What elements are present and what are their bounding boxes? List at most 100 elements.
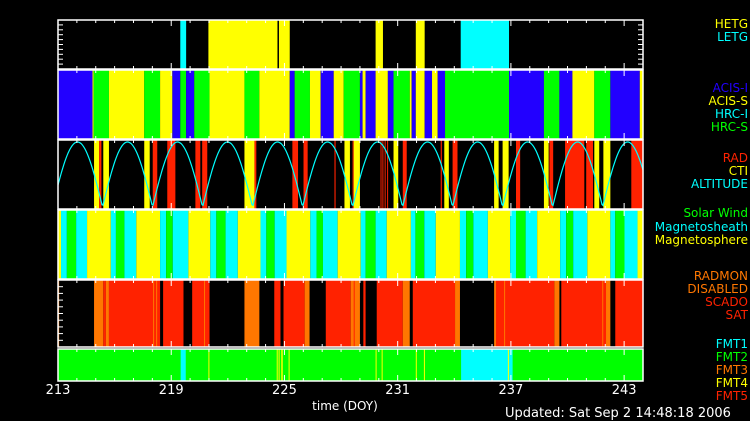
segment-red [384, 140, 386, 209]
segment-yellow [423, 349, 425, 381]
segment-blue [411, 70, 416, 139]
segment-red [565, 140, 585, 209]
segment-cyan [375, 210, 387, 279]
segment-red [202, 140, 208, 209]
legend-item-magnetosheath: Magnetosheath [654, 220, 748, 234]
segment-cyan [322, 210, 338, 279]
legend-item-solar-wind: Solar Wind [683, 206, 748, 220]
segment-yellow [537, 210, 561, 279]
segment-yellow [494, 140, 499, 209]
segment-yellow [435, 210, 460, 279]
segment-red [515, 140, 521, 209]
panel-frame [57, 19, 644, 70]
x-axis-label: time (DOY) [312, 399, 378, 413]
segment-red [283, 280, 305, 347]
segment-yellow [375, 70, 388, 139]
segment-yellow [594, 140, 600, 209]
segment-cyan [459, 210, 467, 279]
segment-cyan [274, 210, 287, 279]
segment-yellow [278, 20, 290, 69]
segment-red [274, 280, 281, 347]
segment-red [549, 140, 554, 209]
segment-yellow [393, 140, 399, 209]
segment-yellow [108, 70, 145, 139]
segment-yellow [160, 70, 173, 139]
segment-blue [387, 70, 394, 139]
segment-orange [350, 280, 360, 347]
segment-blue [424, 70, 433, 139]
segment-red [163, 280, 184, 347]
segment-red [192, 280, 210, 347]
segment-green [58, 349, 643, 381]
segment-orange [606, 280, 611, 347]
segment-red [303, 140, 308, 209]
legend-item-disabled: DISABLED [687, 282, 748, 296]
segment-yellow [507, 349, 509, 381]
segment-yellow [353, 140, 360, 209]
segment-yellow [444, 140, 449, 209]
x-tick-label: 243 [611, 383, 637, 398]
x-tick-label: 231 [385, 383, 411, 398]
segment-green [244, 70, 260, 139]
legend-item-altitude: ALTITUDE [690, 177, 748, 191]
segment-red [99, 140, 102, 209]
segment-cyan [560, 210, 567, 279]
segment-cyan [76, 210, 88, 279]
legend-item-fmt2: FMT2 [715, 350, 748, 364]
segment-orange [94, 280, 104, 347]
segment-yellow [286, 210, 311, 279]
segment-blue [559, 70, 573, 139]
segment-blue [186, 70, 195, 139]
segment-green [115, 210, 125, 279]
segment-red [195, 140, 201, 209]
legend-item-radmon: RADMON [693, 269, 748, 283]
segment-yellow [362, 70, 366, 139]
panel-frame [57, 209, 644, 280]
segment-blue [320, 70, 334, 139]
segment-yellow [259, 70, 290, 139]
segment-orange [156, 280, 158, 347]
segment-yellow [502, 140, 509, 209]
segment-red [382, 140, 384, 209]
segment-green [466, 210, 474, 279]
segment-red [380, 140, 382, 209]
segment-cyan [424, 210, 436, 279]
legend-item-letg: LETG [717, 30, 748, 44]
segment-green [415, 210, 425, 279]
segment-red [615, 280, 643, 347]
segment-yellow [344, 140, 350, 209]
segment-cyan [160, 210, 167, 279]
segment-blue [365, 70, 376, 139]
segment-yellow [87, 210, 111, 279]
segment-green [594, 70, 611, 139]
segment-cyan [260, 210, 267, 279]
segment-yellow [603, 140, 611, 209]
updated-timestamp: Updated: Sat Sep 2 14:48:18 2006 [505, 406, 731, 421]
segment-yellow [587, 210, 611, 279]
segment-cyan [473, 210, 488, 279]
segment-yellow [543, 140, 549, 209]
altitude-line [57, 141, 644, 207]
segment-green [66, 210, 77, 279]
legend-item-rad: RAD [722, 151, 748, 165]
segment-yellow [144, 140, 150, 209]
legend-item-hetg: HETG [714, 17, 748, 31]
segment-yellow [276, 349, 278, 381]
segment-orange [105, 280, 109, 347]
segment-red [412, 280, 456, 347]
segment-green [93, 70, 109, 139]
segment-orange [402, 280, 410, 347]
segment-red [325, 280, 351, 347]
segment-yellow [337, 210, 361, 279]
segment-yellow [375, 349, 377, 381]
segment-red [108, 280, 161, 347]
legend-item-acis-i: ACIS-I [712, 81, 748, 95]
segment-yellow [209, 70, 245, 139]
segment-yellow [415, 20, 425, 69]
segment-orange [602, 280, 604, 347]
segment-red [387, 140, 389, 209]
segment-yellow [381, 349, 383, 381]
legend-item-fmt3: FMT3 [715, 363, 748, 377]
legend-item-fmt1: FMT1 [715, 337, 748, 351]
